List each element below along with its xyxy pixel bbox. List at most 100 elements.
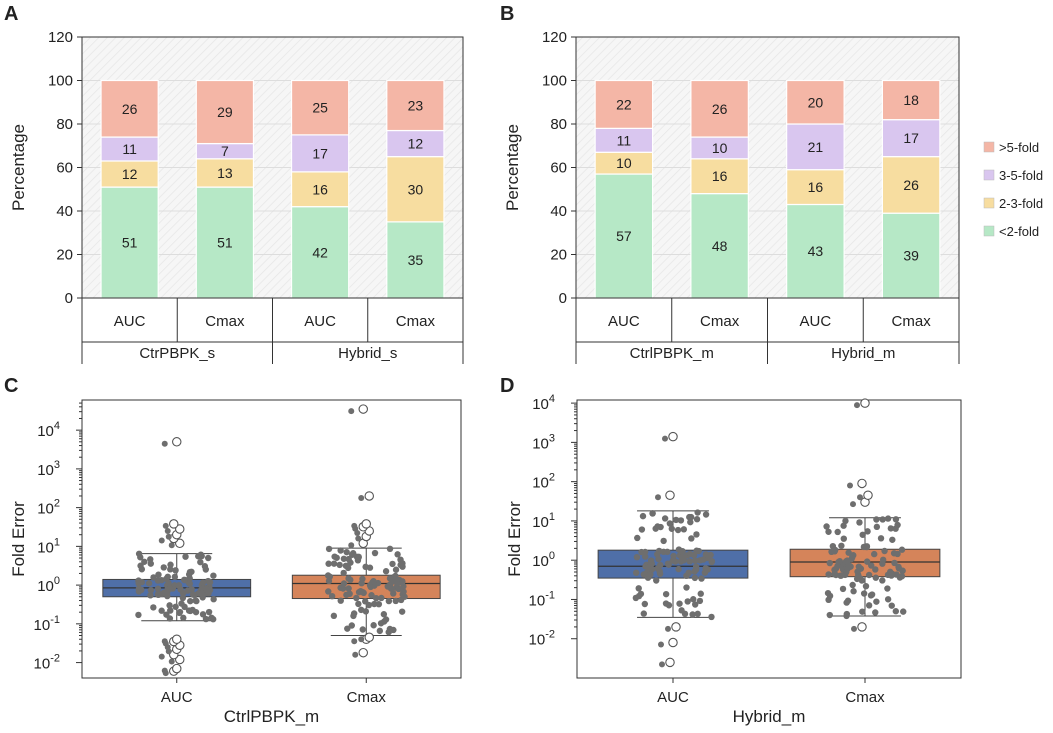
data-point	[392, 566, 400, 573]
bar-segment	[386, 129, 445, 158]
outlier-point	[668, 431, 678, 442]
data-point	[138, 578, 145, 586]
data-point	[638, 526, 646, 533]
data-point	[370, 622, 377, 629]
data-point	[659, 661, 665, 668]
data-point	[355, 600, 362, 608]
data-point	[843, 612, 850, 620]
plot-frame	[81, 399, 462, 679]
data-point	[892, 608, 900, 615]
bar-segment	[881, 156, 941, 214]
data-point	[180, 576, 188, 584]
data-point	[639, 512, 647, 520]
data-point	[365, 601, 373, 609]
data-point	[708, 613, 715, 621]
data-point	[340, 580, 348, 587]
data-point	[845, 549, 852, 556]
data-point	[135, 588, 143, 595]
data-point	[154, 585, 162, 592]
data-point	[898, 573, 906, 580]
bar-segment	[290, 79, 350, 136]
y-tick-label: 100	[48, 73, 73, 90]
data-point	[635, 585, 642, 592]
data-label: 48	[712, 238, 728, 254]
data-point	[690, 596, 697, 603]
data-point	[347, 559, 354, 566]
data-point	[350, 610, 358, 617]
data-point	[395, 585, 402, 593]
data-point	[177, 586, 184, 593]
data-point	[347, 576, 354, 584]
box-cmax	[291, 574, 441, 600]
category-label: Cmax	[700, 313, 740, 330]
data-point	[681, 610, 689, 618]
data-point	[879, 560, 886, 567]
y-tick-label: 80	[550, 116, 567, 133]
y-tick-exponent: 0	[549, 550, 555, 562]
outlier-point	[169, 519, 179, 529]
y-axis-label: Fold Error	[505, 501, 524, 577]
data-point	[205, 608, 213, 616]
data-point	[372, 594, 380, 602]
data-point	[357, 587, 364, 595]
data-point	[662, 590, 670, 598]
legend-swatch	[983, 169, 995, 181]
data-point	[172, 603, 179, 610]
data-point	[868, 562, 875, 569]
data-point	[398, 608, 406, 615]
category-label: AUC	[304, 313, 336, 330]
data-point	[640, 571, 647, 578]
bar-segment	[195, 158, 255, 188]
y-tick-exponent: -2	[50, 653, 60, 665]
data-point	[849, 553, 856, 561]
data-point	[687, 513, 695, 521]
data-point	[641, 600, 649, 608]
data-point	[343, 548, 350, 556]
y-tick-label: 40	[550, 203, 567, 220]
y-tick-label: 0	[559, 290, 567, 307]
data-point	[856, 519, 863, 526]
category-label: Cmax	[892, 313, 932, 330]
data-point	[203, 585, 210, 593]
data-point	[632, 569, 640, 577]
data-point	[167, 561, 174, 568]
data-point	[187, 597, 194, 605]
data-label: 11	[617, 132, 632, 148]
data-point	[825, 571, 832, 578]
data-point	[158, 653, 165, 660]
data-point	[648, 566, 656, 573]
data-point	[385, 628, 392, 636]
y-tick-label: 104	[37, 420, 60, 440]
data-point	[692, 566, 700, 573]
data-point	[686, 550, 694, 558]
outlier-point	[358, 647, 368, 658]
data-point	[371, 600, 378, 608]
data-point	[851, 625, 857, 632]
data-label: 51	[122, 235, 138, 251]
data-point	[857, 494, 863, 501]
y-tick-exponent: 4	[54, 420, 60, 432]
outlier-point	[172, 663, 182, 674]
data-point	[147, 587, 155, 594]
data-point	[325, 577, 333, 585]
data-point	[348, 551, 356, 558]
data-label: 26	[712, 101, 728, 117]
data-point	[401, 593, 408, 600]
data-point	[672, 516, 680, 524]
data-point	[881, 547, 888, 555]
data-point	[850, 588, 857, 595]
y-tick-label: 101	[532, 511, 555, 531]
data-point	[838, 542, 845, 549]
data-point	[641, 553, 649, 560]
bar-segment	[881, 79, 941, 121]
data-point	[863, 558, 871, 565]
data-point	[889, 536, 896, 543]
data-point	[164, 528, 171, 535]
panel-letter-D: D	[500, 375, 514, 397]
data-label: 20	[808, 94, 824, 110]
data-point	[389, 560, 396, 568]
data-point	[351, 638, 358, 645]
bar-segment	[290, 171, 350, 208]
outlier-point	[671, 622, 681, 632]
